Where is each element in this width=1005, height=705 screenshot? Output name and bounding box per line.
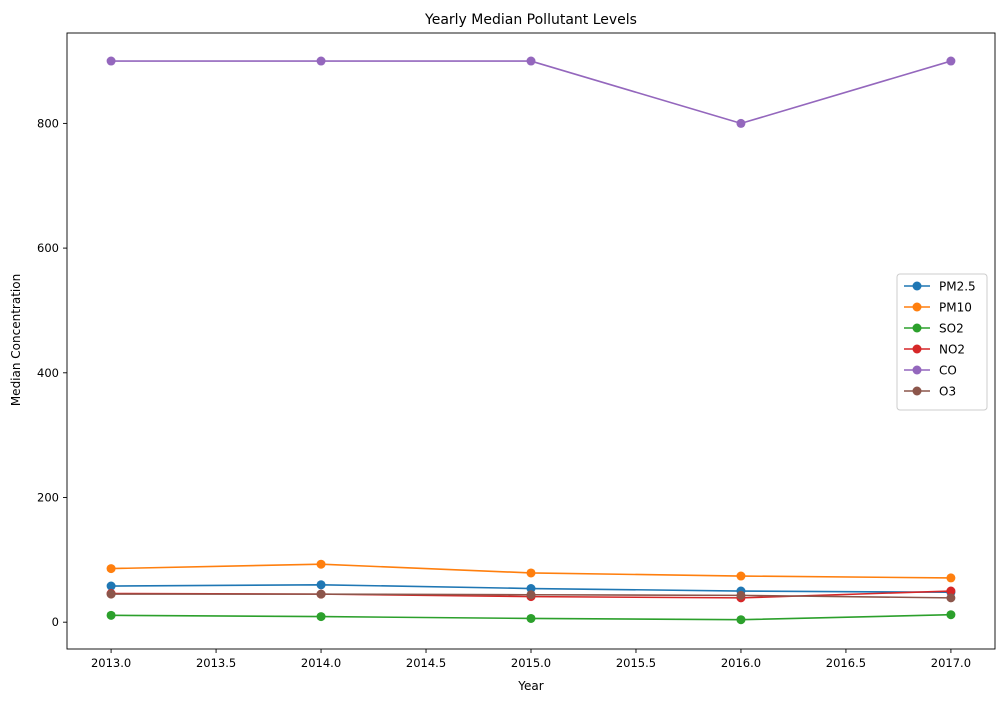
axes: 2013.0 2013.5 2014.0 2014.5 2015.0 2015.5 2016… xyxy=(37,32,996,670)
data-point xyxy=(106,564,116,574)
y-axis-label: Median Concentration xyxy=(9,274,23,406)
data-point xyxy=(526,568,536,578)
x-axis-label: Year xyxy=(517,679,543,693)
legend-marker xyxy=(912,365,922,375)
x-tick-label: 2013.0 xyxy=(91,656,131,670)
data-point xyxy=(526,584,536,594)
data-point xyxy=(316,559,326,569)
data-point xyxy=(316,56,326,66)
data-point xyxy=(736,590,746,600)
legend-label: CO xyxy=(939,364,957,378)
data-point xyxy=(316,612,326,622)
data-point xyxy=(736,118,746,128)
series-o3 xyxy=(106,589,956,603)
x-tick-label: 2017.0 xyxy=(931,656,971,670)
series-pm10 xyxy=(106,559,956,583)
legend-marker xyxy=(912,302,922,312)
legend-marker xyxy=(912,386,922,396)
series-co xyxy=(106,56,956,128)
data-point xyxy=(946,593,956,603)
data-point xyxy=(526,56,536,66)
legend-label: PM10 xyxy=(939,301,972,315)
legend-item: PM10 xyxy=(904,301,972,315)
data-point xyxy=(526,613,536,623)
data-point xyxy=(946,573,956,583)
x-tick-label: 2015.5 xyxy=(616,656,656,670)
y-tick-label: 600 xyxy=(37,241,59,255)
legend-marker xyxy=(912,344,922,354)
x-tick-label: 2015.0 xyxy=(511,656,551,670)
y-tick-label: 800 xyxy=(37,116,59,130)
x-tick-label: 2016.0 xyxy=(721,656,761,670)
data-point xyxy=(736,571,746,581)
legend-label: NO2 xyxy=(939,343,965,357)
series-so2 xyxy=(106,610,956,625)
legend: PM2.5 PM10 SO2 NO2 CO O3 xyxy=(896,273,988,411)
legend-marker xyxy=(912,323,922,333)
data-point xyxy=(736,615,746,625)
legend-item: CO xyxy=(904,364,957,378)
x-tick-label: 2014.0 xyxy=(301,656,341,670)
data-point xyxy=(106,56,116,66)
legend-label: O3 xyxy=(939,385,956,399)
data-point xyxy=(106,610,116,620)
legend-item: NO2 xyxy=(904,343,965,357)
data-point xyxy=(316,589,326,599)
legend-label: SO2 xyxy=(939,322,964,336)
legend-item: SO2 xyxy=(904,322,964,336)
y-tick-label: 200 xyxy=(37,490,59,504)
legend-label: PM2.5 xyxy=(939,280,976,294)
x-tick-label: 2016.5 xyxy=(826,656,866,670)
y-tick-label: 400 xyxy=(37,366,59,380)
legend-item: PM2.5 xyxy=(904,280,976,294)
legend-marker xyxy=(912,281,922,291)
data-point xyxy=(106,581,116,591)
data-point xyxy=(526,590,536,600)
x-tick-label: 2013.5 xyxy=(196,656,236,670)
data-point xyxy=(946,56,956,66)
data-point xyxy=(946,586,956,596)
data-point xyxy=(946,610,956,620)
chart-title: Yearly Median Pollutant Levels xyxy=(424,12,637,28)
plot-area xyxy=(106,56,956,625)
data-point xyxy=(106,589,116,599)
legend-item: O3 xyxy=(904,385,956,399)
x-tick-label: 2014.5 xyxy=(406,656,446,670)
y-tick-label: 0 xyxy=(52,615,59,629)
data-point xyxy=(316,580,326,590)
